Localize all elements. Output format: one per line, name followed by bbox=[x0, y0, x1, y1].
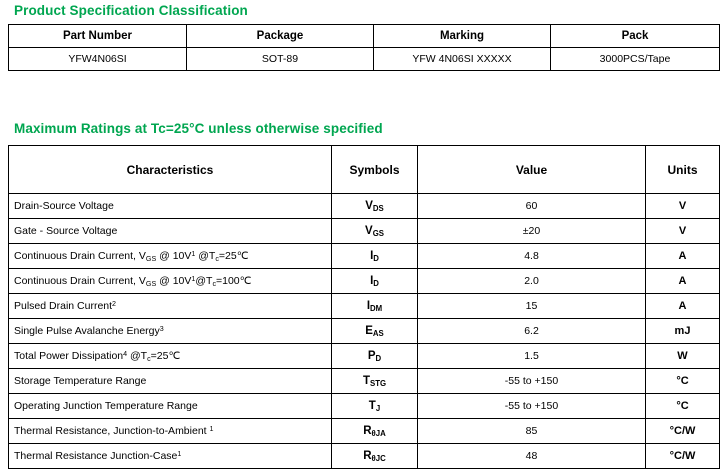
table-row: Gate - Source Voltage VGS ±20 V bbox=[8, 218, 720, 244]
table-row: Thermal Resistance, Junction-to-Ambient … bbox=[8, 418, 720, 444]
section-heading-maximum-ratings: Maximum Ratings at Tc=25°C unless otherw… bbox=[14, 121, 383, 136]
column-header-value: Value bbox=[417, 145, 646, 194]
table-row: Continuous Drain Current, VGS @ 10V1@Tc=… bbox=[8, 268, 720, 294]
cell-symbol: TJ bbox=[331, 393, 418, 419]
cell-value: 85 bbox=[417, 418, 646, 444]
cell-characteristic: Pulsed Drain Current2 bbox=[8, 293, 332, 319]
cell-value: 1.5 bbox=[417, 343, 646, 369]
table-row: Continuous Drain Current, VGS @ 10V1 @Tc… bbox=[8, 243, 720, 269]
column-header-characteristics: Characteristics bbox=[8, 145, 332, 194]
cell-package: SOT-89 bbox=[186, 47, 374, 71]
column-header-part-number: Part Number bbox=[8, 24, 187, 48]
section-heading-classification: Product Specification Classification bbox=[14, 3, 248, 18]
cell-value: 48 bbox=[417, 443, 646, 469]
cell-symbol: RθJC bbox=[331, 443, 418, 469]
cell-units: °C bbox=[645, 368, 720, 394]
cell-units: A bbox=[645, 243, 720, 269]
maximum-ratings-body: Drain-Source Voltage VDS 60 V Gate - Source … bbox=[8, 193, 720, 469]
cell-characteristic: Total Power Dissipation4 @Tc=25℃ bbox=[8, 343, 332, 369]
cell-symbol: TSTG bbox=[331, 368, 418, 394]
cell-value: ±20 bbox=[417, 218, 646, 244]
table-row: Thermal Resistance Junction-Case1 RθJC 48 °… bbox=[8, 443, 720, 469]
table-header-row: Part Number Package Marking Pack bbox=[8, 24, 720, 48]
cell-symbol: IDM bbox=[331, 293, 418, 319]
cell-value: 60 bbox=[417, 193, 646, 219]
cell-symbol: VDS bbox=[331, 193, 418, 219]
cell-value: 4.8 bbox=[417, 243, 646, 269]
cell-value: 6.2 bbox=[417, 318, 646, 344]
table-header-row: Characteristics Symbols Value Units bbox=[8, 145, 720, 194]
cell-characteristic: Continuous Drain Current, VGS @ 10V1@Tc=… bbox=[8, 268, 332, 294]
cell-marking: YFW 4N06SI XXXXX bbox=[373, 47, 551, 71]
table-row: Single Pulse Avalanche Energy3 EAS 6.2 mJ bbox=[8, 318, 720, 344]
cell-symbol: RθJA bbox=[331, 418, 418, 444]
cell-symbol: ID bbox=[331, 243, 418, 269]
table-row: Pulsed Drain Current2 IDM 15 A bbox=[8, 293, 720, 319]
cell-characteristic: Thermal Resistance, Junction-to-Ambient … bbox=[8, 418, 332, 444]
maximum-ratings-table: Characteristics Symbols Value Units Drai… bbox=[8, 145, 720, 469]
column-header-units: Units bbox=[645, 145, 720, 194]
classification-table: Part Number Package Marking Pack YFW4N06… bbox=[8, 24, 720, 71]
table-row: YFW4N06SI SOT-89 YFW 4N06SI XXXXX 3000PC… bbox=[8, 47, 720, 71]
cell-characteristic: Operating Junction Temperature Range bbox=[8, 393, 332, 419]
cell-part-number: YFW4N06SI bbox=[8, 47, 187, 71]
cell-pack: 3000PCS/Tape bbox=[550, 47, 720, 71]
cell-units: A bbox=[645, 268, 720, 294]
cell-units: mJ bbox=[645, 318, 720, 344]
cell-symbol: PD bbox=[331, 343, 418, 369]
column-header-package: Package bbox=[186, 24, 374, 48]
table-row: Total Power Dissipation4 @Tc=25℃ PD 1.5 W bbox=[8, 343, 720, 369]
cell-characteristic: Storage Temperature Range bbox=[8, 368, 332, 394]
cell-characteristic: Continuous Drain Current, VGS @ 10V1 @Tc… bbox=[8, 243, 332, 269]
cell-value: 2.0 bbox=[417, 268, 646, 294]
cell-units: W bbox=[645, 343, 720, 369]
cell-units: °C/W bbox=[645, 443, 720, 469]
cell-characteristic: Drain-Source Voltage bbox=[8, 193, 332, 219]
cell-units: V bbox=[645, 193, 720, 219]
cell-symbol: ID bbox=[331, 268, 418, 294]
table-row: Operating Junction Temperature Range TJ -5… bbox=[8, 393, 720, 419]
table-row: Drain-Source Voltage VDS 60 V bbox=[8, 193, 720, 219]
cell-units: A bbox=[645, 293, 720, 319]
datasheet-page: Product Specification Classification Par… bbox=[8, 3, 720, 469]
cell-characteristic: Gate - Source Voltage bbox=[8, 218, 332, 244]
cell-characteristic: Thermal Resistance Junction-Case1 bbox=[8, 443, 332, 469]
cell-value: -55 to +150 bbox=[417, 368, 646, 394]
column-header-symbols: Symbols bbox=[331, 145, 418, 194]
cell-units: V bbox=[645, 218, 720, 244]
table-row: Storage Temperature Range TSTG -55 to +150… bbox=[8, 368, 720, 394]
cell-characteristic: Single Pulse Avalanche Energy3 bbox=[8, 318, 332, 344]
column-header-marking: Marking bbox=[373, 24, 551, 48]
cell-value: 15 bbox=[417, 293, 646, 319]
column-header-pack: Pack bbox=[550, 24, 720, 48]
cell-units: °C/W bbox=[645, 418, 720, 444]
cell-symbol: VGS bbox=[331, 218, 418, 244]
cell-value: -55 to +150 bbox=[417, 393, 646, 419]
cell-units: °C bbox=[645, 393, 720, 419]
cell-symbol: EAS bbox=[331, 318, 418, 344]
